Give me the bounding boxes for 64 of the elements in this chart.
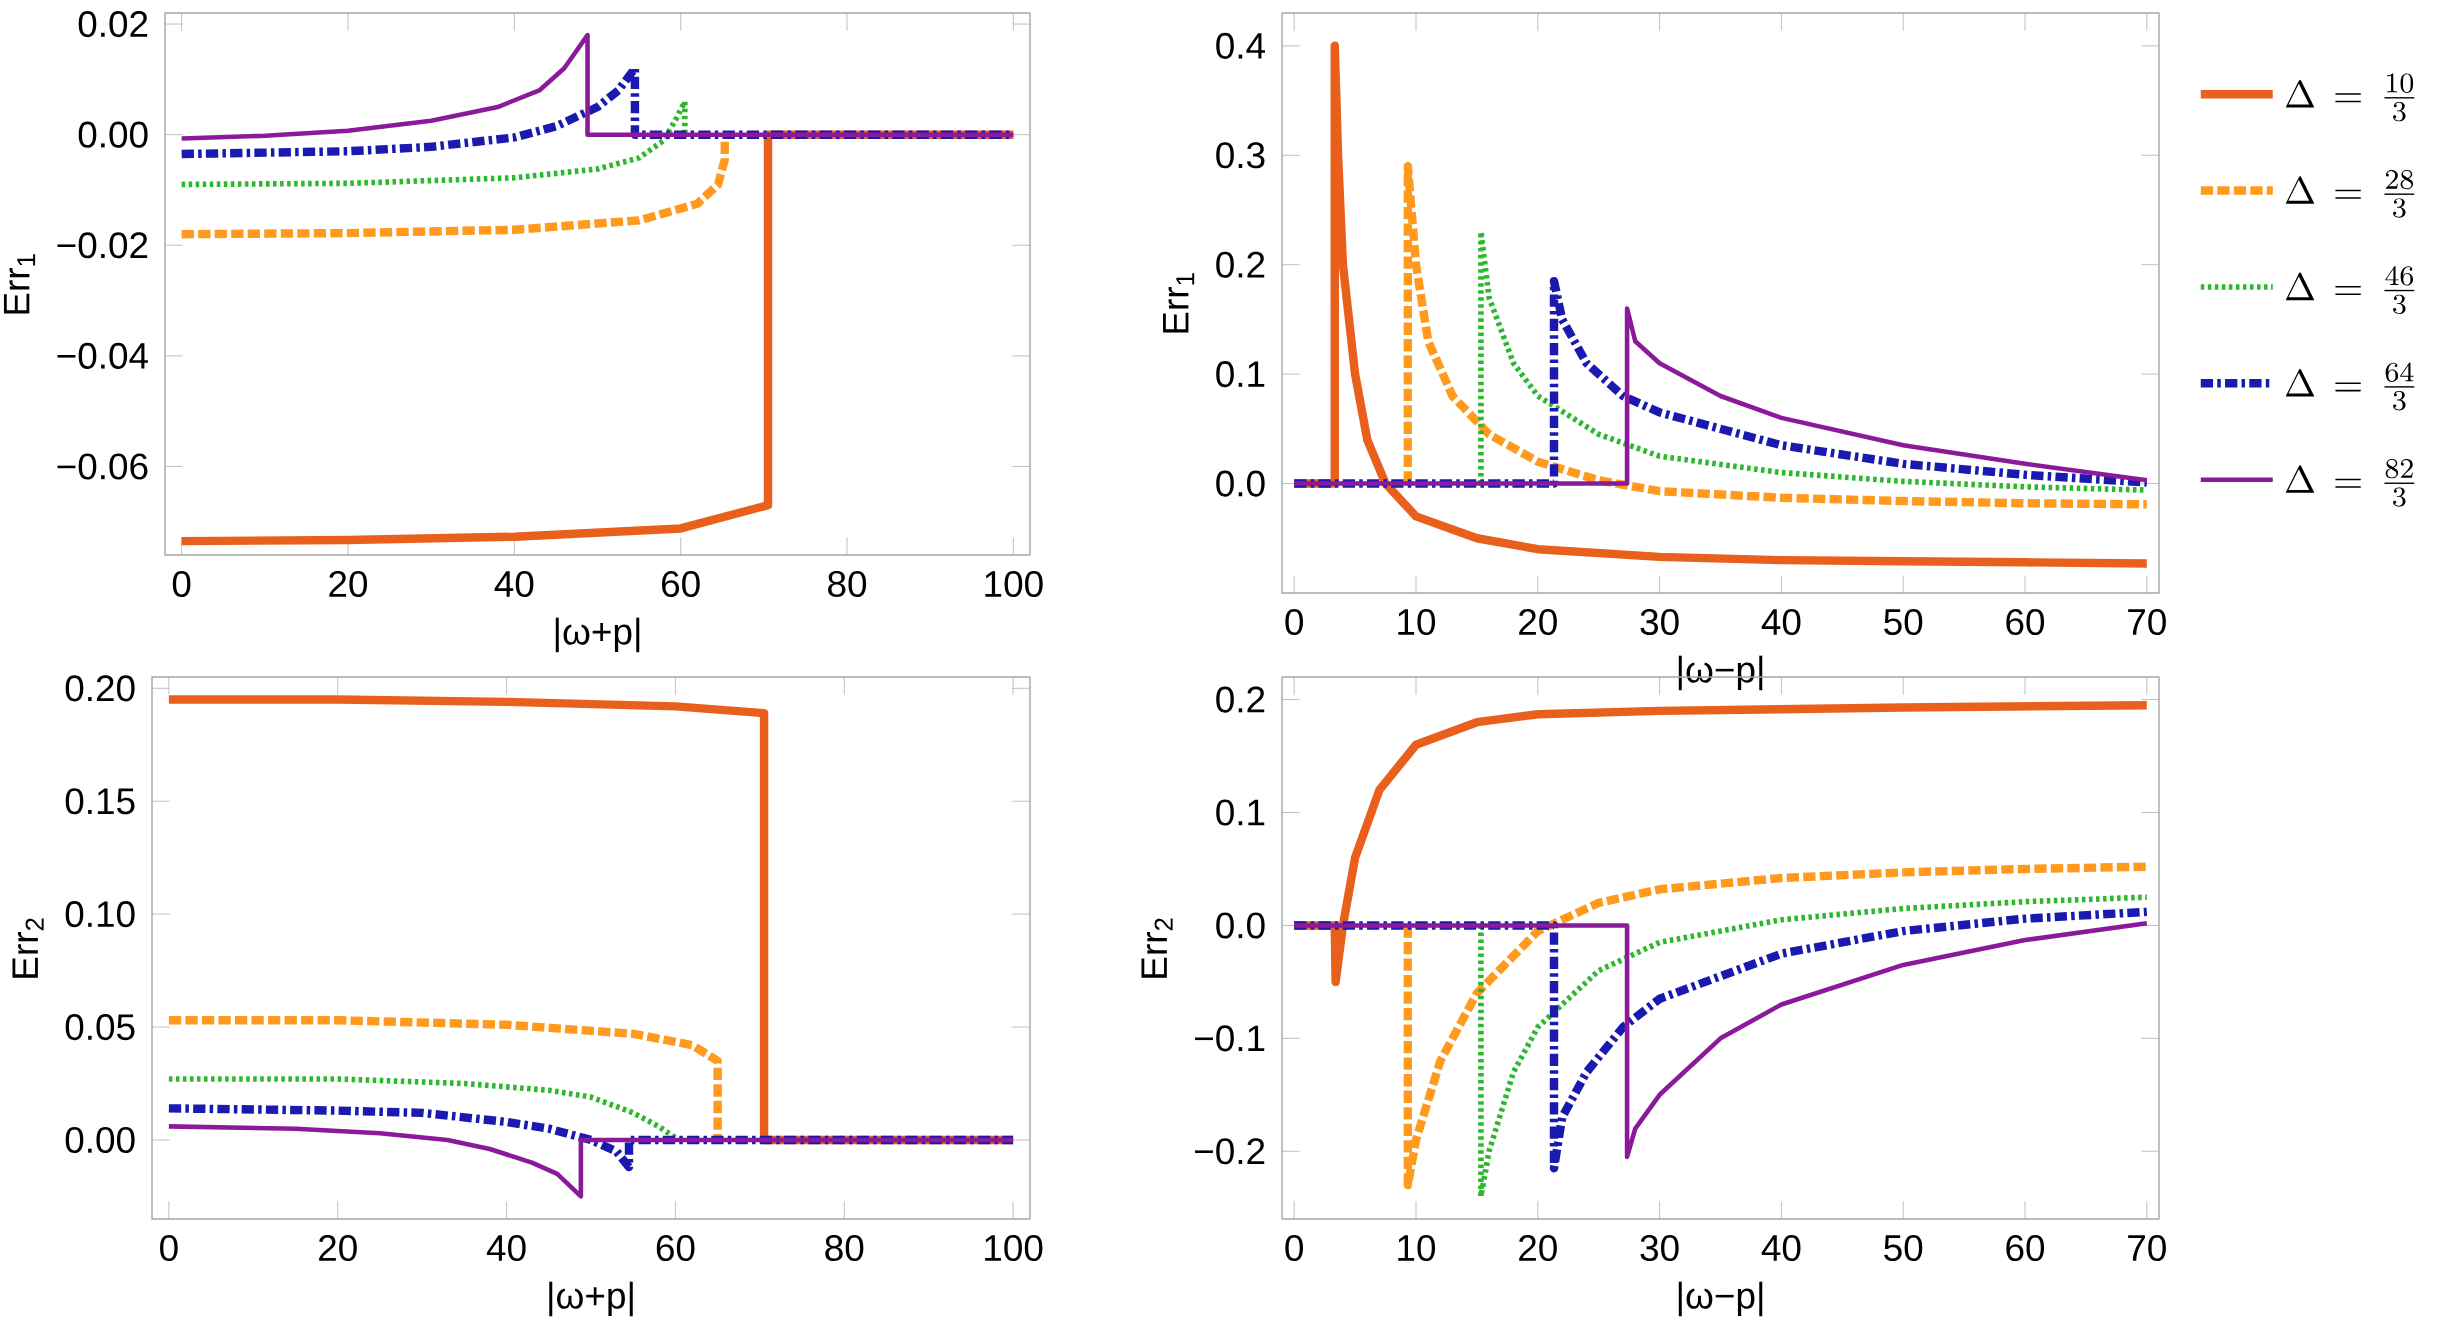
x-tick-label: 40 bbox=[494, 570, 534, 598]
x-axis-title: |ω+p| bbox=[555, 617, 640, 653]
x-axis-title: |ω−p| bbox=[1678, 655, 1763, 691]
x-tick-label: 70 bbox=[2128, 1234, 2166, 1262]
y-axis-title: Err$_{1}$ bbox=[3, 254, 36, 314]
x-tick-label: 20 bbox=[1519, 608, 1557, 636]
x-tick-label: 0 bbox=[160, 1234, 178, 1262]
x-tick-label: 80 bbox=[828, 570, 867, 598]
legend-label: $\Delta\, = \,\frac{28}{3}$ bbox=[2285, 169, 2415, 218]
x-tick-label: 40 bbox=[1761, 608, 1801, 636]
x-tick-label: 0 bbox=[1285, 608, 1304, 636]
legend-label: $\Delta\, = \,\frac{82}{3}$ bbox=[2285, 459, 2415, 507]
y-tick-label: 0.1 bbox=[1216, 361, 1265, 388]
x-tick-label: 60 bbox=[2006, 608, 2045, 636]
x-tick-label: 70 bbox=[2128, 608, 2166, 636]
legend-label: $\Delta\, = \,\frac{46}{3}$ bbox=[2285, 266, 2415, 315]
x-tick-label: 60 bbox=[656, 1234, 695, 1262]
y-axis-title: Err$_{2}$ bbox=[1141, 918, 1173, 978]
y-tick-label: 0.00 bbox=[65, 1126, 135, 1154]
x-axis-title: |ω−p| bbox=[1678, 1281, 1763, 1317]
y-tick-label: 0.02 bbox=[78, 11, 148, 38]
y-tick-label: 0.2 bbox=[1216, 686, 1265, 713]
x-tick-label: 40 bbox=[1761, 1234, 1801, 1262]
x-tick-label: 20 bbox=[319, 1234, 357, 1262]
y-tick-label: −0.04 bbox=[57, 342, 148, 369]
y-tick-label: 0.0 bbox=[1216, 912, 1265, 939]
line-series bbox=[179, 32, 1016, 141]
y-tick-label: −0.02 bbox=[57, 232, 148, 259]
y-tick-label: −0.2 bbox=[1195, 1138, 1265, 1165]
x-tick-label: 20 bbox=[1519, 1234, 1557, 1262]
y-axis-title: Err$_{2}$ bbox=[12, 918, 44, 978]
y-tick-label: 0.0 bbox=[1216, 470, 1265, 497]
x-tick-label: 50 bbox=[1884, 1234, 1923, 1262]
y-axis-title: Err$_{1}$ bbox=[1163, 273, 1195, 333]
line-series bbox=[166, 1124, 1016, 1199]
line-series bbox=[1291, 306, 2150, 486]
y-tick-label: 0.10 bbox=[65, 901, 135, 928]
x-tick-label: 50 bbox=[1884, 608, 1923, 636]
legend-label: $\Delta\, = \,\frac{64}{3}$ bbox=[2285, 362, 2415, 411]
y-tick-label: −0.06 bbox=[57, 453, 148, 480]
x-tick-label: 0 bbox=[1285, 1234, 1304, 1262]
y-tick-label: 0.4 bbox=[1216, 32, 1265, 59]
y-tick-label: 0.2 bbox=[1216, 251, 1265, 278]
x-tick-label: 30 bbox=[1640, 608, 1679, 636]
y-tick-label: 0.15 bbox=[65, 788, 135, 815]
y-tick-label: 0.20 bbox=[65, 675, 135, 702]
y-tick-label: 0.3 bbox=[1216, 142, 1265, 169]
x-tick-label: 100 bbox=[985, 1234, 1043, 1262]
y-tick-label: 0.05 bbox=[65, 1014, 135, 1041]
x-tick-label: 80 bbox=[825, 1234, 864, 1262]
y-tick-label: 0.1 bbox=[1216, 799, 1265, 826]
x-axis-title: |ω+p| bbox=[549, 1281, 633, 1317]
x-tick-label: 100 bbox=[985, 570, 1043, 598]
y-tick-label: −0.1 bbox=[1195, 1025, 1265, 1052]
x-tick-label: 30 bbox=[1640, 1234, 1679, 1262]
x-tick-label: 10 bbox=[1398, 608, 1436, 636]
x-tick-label: 60 bbox=[662, 570, 700, 598]
legend-label: $\Delta\, = \,\frac{10}{3}$ bbox=[2285, 73, 2415, 122]
x-tick-label: 40 bbox=[486, 1234, 526, 1262]
x-tick-label: 20 bbox=[329, 570, 368, 598]
y-tick-label: 0.00 bbox=[78, 121, 148, 148]
x-tick-label: 60 bbox=[2006, 1234, 2045, 1262]
x-tick-label: 10 bbox=[1398, 1234, 1436, 1262]
x-tick-label: 0 bbox=[172, 570, 191, 598]
